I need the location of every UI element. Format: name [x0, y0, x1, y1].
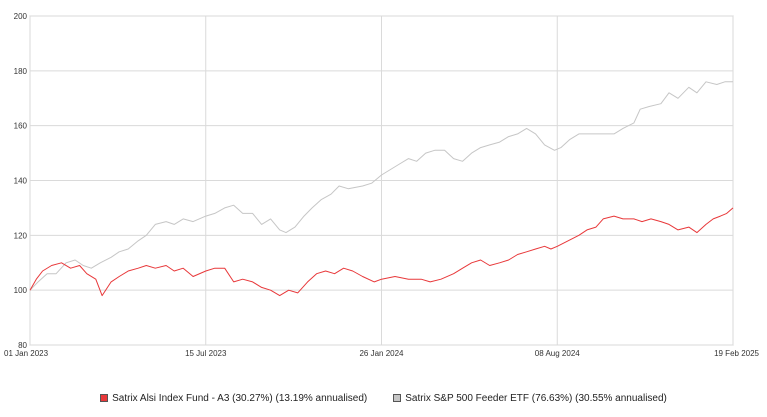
y-tick-label: 180	[14, 67, 28, 76]
x-tick-label: 01 Jan 2023	[4, 349, 49, 358]
legend-item-sp500[interactable]: Satrix S&P 500 Feeder ETF (76.63%) (30.5…	[393, 393, 667, 404]
legend-swatch-alsi	[100, 394, 109, 402]
legend-label-alsi: Satrix Alsi Index Fund - A3 (30.27%) (13…	[112, 392, 368, 404]
legend-item-alsi[interactable]: Satrix Alsi Index Fund - A3 (30.27%) (13…	[100, 393, 367, 404]
x-axis-ticks: 01 Jan 2023 15 Jul 2023 26 Jan 2024 08 Aug …	[4, 349, 760, 358]
legend-label-sp500: Satrix S&P 500 Feeder ETF (76.63%) (30.5…	[405, 392, 667, 404]
y-tick-label: 200	[14, 12, 28, 21]
series-line-alsi	[29, 207, 734, 297]
grid-lines	[29, 15, 734, 346]
y-tick-label: 80	[18, 341, 27, 350]
x-tick-label: 26 Jan 2024	[359, 349, 404, 358]
y-tick-label: 100	[14, 286, 28, 295]
y-axis-ticks: 80 100 120 140 160 180 200	[14, 12, 28, 350]
x-tick-label: 08 Aug 2024	[535, 349, 580, 358]
y-tick-label: 140	[14, 177, 28, 186]
y-tick-label: 160	[14, 122, 28, 131]
legend: Satrix Alsi Index Fund - A3 (30.27%) (13…	[0, 388, 767, 408]
x-tick-label: 15 Jul 2023	[185, 349, 227, 358]
y-tick-label: 120	[14, 231, 28, 240]
series-line-sp500	[29, 81, 733, 291]
series-layer	[29, 81, 734, 297]
x-tick-label: 19 Feb 2025	[714, 349, 759, 358]
legend-swatch-sp500	[393, 394, 402, 402]
